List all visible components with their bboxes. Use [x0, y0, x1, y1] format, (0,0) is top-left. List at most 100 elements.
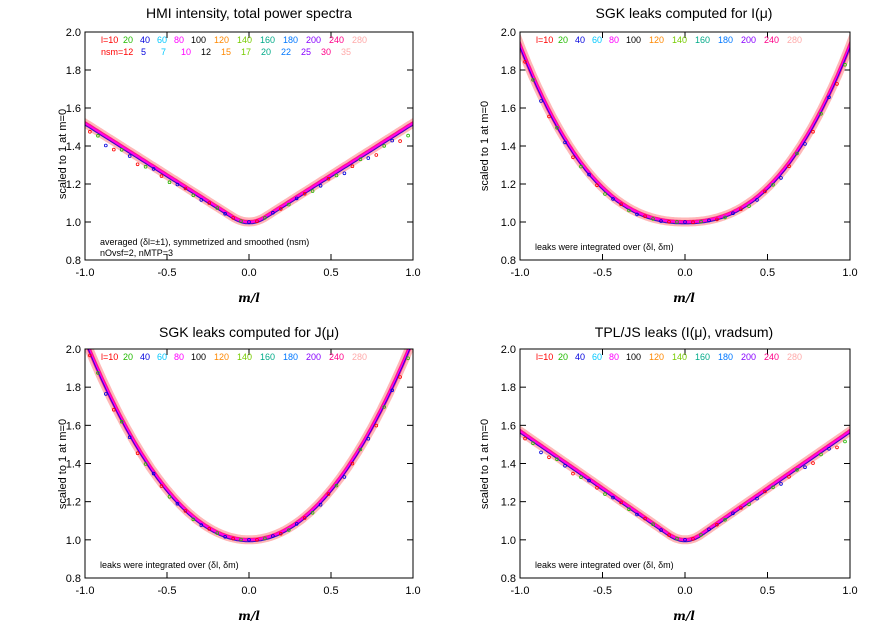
- data-point: [827, 95, 831, 100]
- legend-nsm-entry: 7: [161, 47, 166, 57]
- data-point: [119, 419, 124, 424]
- data-point: [755, 496, 759, 501]
- legend-nsm-label: nsm=12: [101, 47, 133, 57]
- legend-nsm-entry: 35: [341, 47, 351, 57]
- data-point: [691, 537, 695, 541]
- data-point: [406, 133, 410, 138]
- legend-l-entry: 80: [174, 352, 184, 362]
- data-point: [843, 439, 847, 444]
- y-tick-label: 0.8: [66, 573, 81, 585]
- annotation-leaks: leaks were integrated over (δl, δm): [535, 560, 674, 570]
- data-point: [183, 186, 188, 191]
- data-point: [231, 536, 235, 541]
- data-point: [579, 475, 583, 480]
- data-point: [191, 193, 196, 198]
- legend-l-entry: 40: [140, 352, 150, 362]
- series-band-1: [520, 39, 850, 224]
- data-point: [215, 206, 220, 210]
- legend-l-entry: 200: [741, 35, 756, 45]
- data-point: [334, 483, 339, 488]
- plot-frame: [84, 348, 414, 579]
- x-tick-label: -1.0: [76, 267, 95, 279]
- y-axis-label: scaled to 1 at m=0: [57, 419, 69, 509]
- series-line-l40: [520, 432, 850, 543]
- data-point: [143, 462, 148, 466]
- data-point: [151, 167, 156, 171]
- legend-l-entry: 180: [283, 35, 298, 45]
- legend-l-entry: 60: [157, 352, 167, 362]
- data-point: [835, 82, 839, 86]
- legend-l-entry: 20: [123, 352, 133, 362]
- x-tick-label: -1.0: [511, 585, 530, 597]
- data-point: [579, 164, 583, 169]
- data-point: [278, 531, 283, 536]
- y-tick-label: 0.8: [501, 573, 516, 585]
- annotation-leaks: leaks were integrated over (δl, δm): [535, 242, 674, 252]
- data-point: [531, 78, 535, 82]
- panel-hmi-intensity: HMI intensity, total power spectra scale…: [57, 5, 421, 305]
- data-point: [239, 537, 243, 542]
- legend-l-entry: 180: [283, 352, 298, 362]
- y-tick-label: 1.0: [501, 217, 516, 229]
- data-point: [294, 522, 299, 526]
- legend-l-entry: 120: [214, 35, 229, 45]
- y-tick-label: 1.2: [66, 497, 81, 509]
- data-point: [643, 214, 647, 219]
- y-tick-label: 1.8: [66, 65, 81, 77]
- legend-l-entry: 40: [140, 35, 150, 45]
- data-point: [843, 62, 847, 67]
- legend-l-entry: 160: [260, 352, 275, 362]
- data-point: [651, 217, 655, 221]
- legend-nsm-entry: 5: [141, 47, 146, 57]
- data-point: [539, 99, 543, 103]
- data-point: [318, 184, 323, 188]
- data-point: [390, 138, 395, 143]
- legend-l-entry: 120: [214, 352, 229, 362]
- panel-title: HMI intensity, total power spectra: [146, 5, 352, 21]
- y-tick-label: 1.4: [501, 141, 516, 153]
- data-marks: [85, 349, 413, 545]
- y-tick-label: 1.4: [501, 459, 516, 471]
- data-point: [112, 407, 116, 412]
- legend-l-entry: 80: [174, 35, 184, 45]
- legend-l-label: l=10: [536, 352, 553, 362]
- data-point: [731, 211, 735, 216]
- x-tick-label: -0.5: [158, 585, 177, 597]
- data-point: [739, 506, 743, 510]
- data-point: [96, 133, 100, 138]
- legend-l-entry: 240: [329, 352, 344, 362]
- data-point: [358, 447, 363, 452]
- panel-title: TPL/JS leaks (I(μ), vradsum): [595, 324, 773, 340]
- y-tick-label: 1.0: [66, 535, 81, 547]
- data-point: [555, 457, 559, 462]
- x-tick-label: 0.5: [760, 585, 775, 597]
- data-point: [755, 198, 759, 202]
- data-point: [611, 197, 615, 201]
- y-tick-label: 1.6: [501, 420, 516, 432]
- series-line-l40: [520, 45, 850, 225]
- x-tick-label: -0.5: [593, 585, 612, 597]
- data-point: [747, 204, 751, 208]
- data-point: [651, 522, 655, 526]
- annotation-parameters: nOvsf=2, nMTP=3: [100, 248, 173, 258]
- data-point: [763, 489, 767, 494]
- x-tick-label: 1.0: [405, 267, 420, 279]
- legend-nsm-entry: 22: [281, 47, 291, 57]
- data-point: [294, 196, 299, 201]
- data-point: [667, 220, 671, 224]
- annotation-leaks: leaks were integrated over (δl, δm): [100, 560, 239, 570]
- data-point: [127, 435, 132, 440]
- legend-nsm-entry: 17: [241, 47, 251, 57]
- plot-frame: [84, 31, 414, 261]
- data-point: [175, 501, 180, 506]
- legend-l-entry: 280: [352, 352, 367, 362]
- data-point: [167, 180, 172, 185]
- legend-l-entry: 120: [649, 35, 664, 45]
- data-marks: [520, 425, 850, 545]
- legend-l-entry: 80: [609, 352, 619, 362]
- data-point: [675, 220, 679, 224]
- data-point: [318, 502, 323, 507]
- data-point: [811, 129, 815, 134]
- data-point: [819, 452, 823, 457]
